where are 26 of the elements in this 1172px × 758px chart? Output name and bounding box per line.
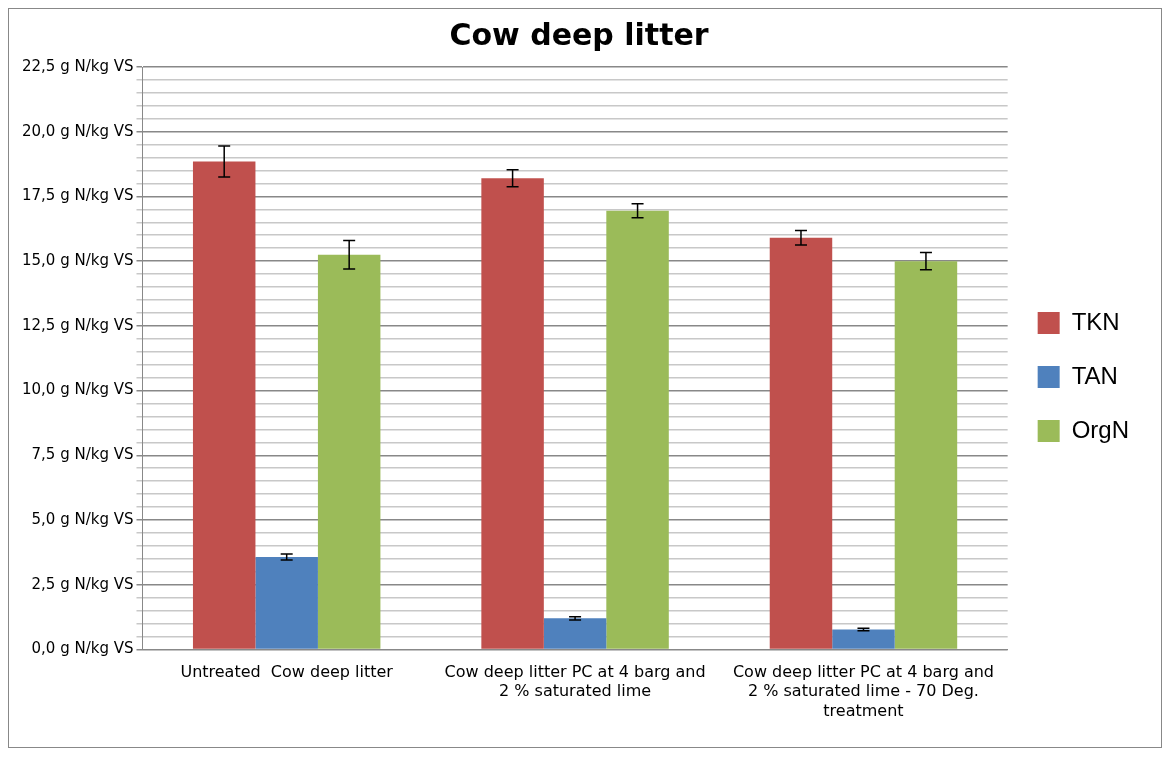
x-tick-label: Cow deep litter PC at 4 barg and 2 % saturated lime - 70 Deg. treatment xyxy=(732,662,995,720)
bar xyxy=(255,556,318,649)
bar xyxy=(317,254,381,649)
bar xyxy=(606,210,669,649)
y-tick-label: 17,5 g N/kg VS xyxy=(21,186,134,205)
bar xyxy=(543,618,607,649)
x-tick-label: Cow deep litter PC at 4 barg and 2 % saturated lime xyxy=(444,662,706,701)
bar xyxy=(192,161,256,649)
y-tick-label: 20,0 g N/kg VS xyxy=(21,121,134,140)
bar xyxy=(769,237,833,649)
legend-label: TKN xyxy=(1071,307,1120,335)
bar xyxy=(832,629,895,649)
y-tick-label: 5,0 g N/kg VS xyxy=(31,509,134,528)
bar xyxy=(481,178,544,649)
x-tick-label: Untreated Cow deep litter xyxy=(180,662,394,682)
y-tick-label: 0,0 g N/kg VS xyxy=(31,639,134,658)
y-tick-label: 12,5 g N/kg VS xyxy=(21,315,134,334)
y-tick-label: 7,5 g N/kg VS xyxy=(31,445,134,464)
y-tick-label: 15,0 g N/kg VS xyxy=(21,251,134,270)
chart-title: Cow deep litter xyxy=(449,16,709,52)
y-tick-label: 10,0 g N/kg VS xyxy=(21,380,134,399)
legend-label: OrgN xyxy=(1071,415,1129,443)
bar xyxy=(894,261,958,649)
y-tick-label: 2,5 g N/kg VS xyxy=(31,574,134,593)
legend-label: TAN xyxy=(1071,361,1118,389)
y-tick-label: 22,5 g N/kg VS xyxy=(21,56,134,75)
